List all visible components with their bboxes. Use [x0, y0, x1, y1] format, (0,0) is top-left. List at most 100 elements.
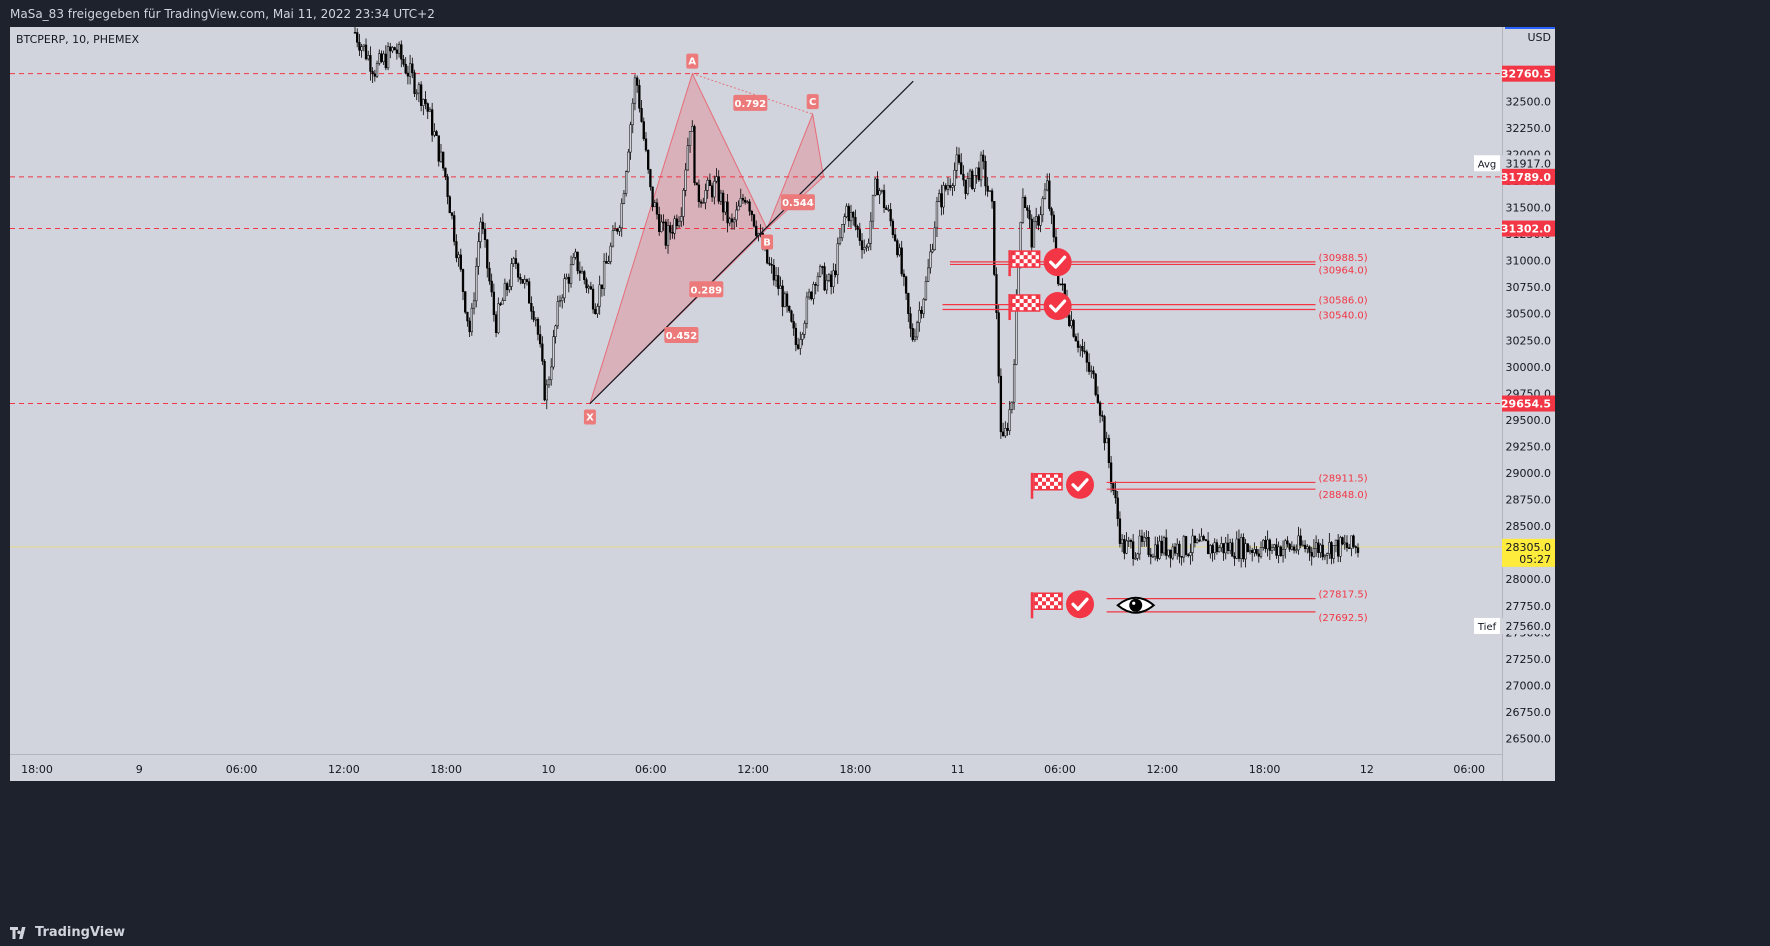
candle-body — [744, 199, 747, 203]
candle-body — [552, 336, 555, 368]
candle-body — [1030, 218, 1033, 248]
candle-body — [393, 47, 396, 51]
candle-body — [422, 99, 425, 106]
candle-body — [1228, 542, 1232, 551]
candle-body — [772, 265, 775, 281]
price-axis-stat-name-tag — [1474, 617, 1500, 634]
y-tick-label: 28500.0 — [1506, 520, 1552, 533]
candle-body — [807, 291, 811, 298]
candle-body — [1220, 543, 1223, 548]
candle-body — [1154, 544, 1157, 557]
candle-body — [1259, 547, 1263, 557]
candle-body — [457, 254, 460, 259]
candle-body — [900, 247, 903, 275]
candle-body — [949, 185, 952, 188]
candle-body — [902, 273, 906, 278]
candle-body — [838, 237, 842, 244]
harmonic-ratio-badge — [689, 281, 724, 298]
candle-body — [1334, 539, 1338, 546]
candle-body — [1143, 537, 1146, 542]
zone-lower-label: (30540.0) — [1319, 310, 1368, 321]
candle-body — [710, 185, 714, 198]
candle-body — [1325, 553, 1329, 556]
candle-body — [1138, 535, 1141, 555]
candle-body — [431, 109, 434, 136]
candle-body — [1123, 539, 1126, 554]
harmonic-point-a-label: A — [688, 57, 696, 68]
candle-body — [1270, 547, 1274, 551]
y-tick-label: 32500.0 — [1506, 95, 1552, 108]
candle-body — [662, 221, 665, 224]
candle-body — [479, 221, 482, 242]
candle-body — [1149, 554, 1152, 557]
candle-body — [1006, 428, 1009, 431]
candle-body — [1242, 537, 1245, 560]
y-tick-label: 32250.0 — [1506, 122, 1552, 135]
candle-body — [887, 209, 890, 211]
candle-body — [1330, 542, 1333, 559]
x-tick-label: 06:00 — [1044, 763, 1076, 776]
candle-body — [975, 167, 978, 176]
candle-body — [437, 135, 440, 162]
candle-body — [988, 190, 992, 192]
candle-body — [955, 154, 958, 171]
candle-body — [995, 274, 998, 313]
candle-body — [404, 63, 407, 74]
candle-body — [664, 221, 667, 246]
candle-body — [505, 283, 509, 291]
candle-body — [362, 44, 365, 47]
candle-body — [1103, 416, 1106, 444]
candle-body — [675, 218, 678, 227]
check-circle-icon — [1066, 590, 1095, 619]
candle-body — [818, 266, 822, 277]
harmonic-point-a-badge — [686, 53, 699, 69]
candle-body — [655, 202, 659, 215]
x-tick-label: 12:00 — [737, 763, 769, 776]
candle-body — [953, 169, 956, 186]
candle-body — [1266, 539, 1269, 550]
candle-body — [1290, 546, 1294, 550]
candle-body — [1356, 547, 1360, 553]
last-price-value: 28305.0 — [1506, 541, 1552, 554]
candle-body — [1105, 437, 1108, 444]
candle-body — [550, 366, 553, 381]
candle-body — [435, 131, 438, 136]
candle-body — [774, 275, 778, 281]
time-axis[interactable] — [10, 755, 1502, 781]
candle-body — [1132, 541, 1135, 559]
y-tick-label: 29250.0 — [1506, 440, 1552, 453]
candle-body — [1109, 462, 1113, 484]
price-chart[interactable]: 26500.026750.027000.027250.027500.027750… — [10, 27, 1555, 781]
harmonic-ratio-badge — [780, 194, 815, 211]
candle-body — [605, 261, 608, 264]
candle-body — [532, 311, 535, 320]
candle-body — [682, 190, 685, 217]
candle-body — [578, 270, 581, 274]
flag-icon — [1008, 250, 1041, 277]
x-tick-label: 06:00 — [635, 763, 667, 776]
candle-body — [896, 240, 899, 256]
candle-body — [979, 154, 983, 181]
harmonic-point-c-badge — [806, 94, 819, 110]
candle-body — [1096, 394, 1100, 403]
candle-body — [856, 226, 859, 230]
harmonic-trendline[interactable] — [589, 80, 914, 404]
candle-body — [510, 263, 513, 287]
candle-body — [585, 279, 588, 289]
candle-body — [1200, 536, 1203, 542]
candle-body — [1026, 207, 1029, 211]
plot-area[interactable] — [10, 27, 1502, 781]
candle-body — [1125, 540, 1128, 554]
tradingview-brand[interactable]: TradingView — [10, 925, 125, 940]
candle-body — [816, 275, 820, 286]
candle-body — [1098, 402, 1102, 416]
candle-body — [373, 73, 376, 77]
candle-body — [598, 284, 601, 307]
price-axis-level-value: 31302.0 — [1501, 223, 1551, 236]
candle-body — [752, 214, 756, 227]
candle-body — [1162, 537, 1166, 554]
candle-body — [1118, 518, 1122, 544]
price-axis-stat-value: 27560.0 — [1506, 620, 1552, 633]
candle-body — [461, 269, 465, 292]
candle-body — [810, 291, 813, 300]
